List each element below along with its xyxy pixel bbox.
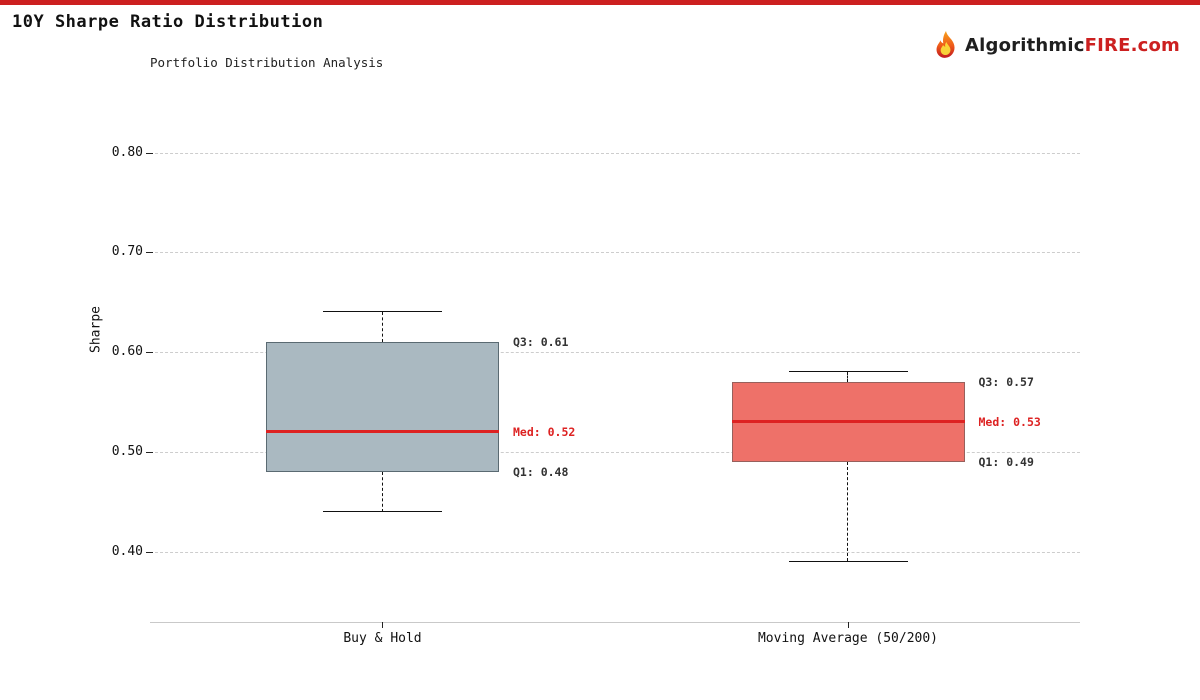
- top-accent-bar: [0, 0, 1200, 5]
- logo-part-dark: Algorithmic: [964, 34, 1085, 56]
- median-line: [731, 420, 965, 424]
- whisker-cap-upper: [323, 311, 442, 313]
- whisker-line-upper: [381, 312, 383, 343]
- logo-part-suffix: .com: [1130, 34, 1180, 56]
- flame-icon: [933, 30, 959, 60]
- gridline: [150, 451, 1080, 453]
- annotation-med: Med: 0.52: [513, 424, 576, 439]
- x-tick-label: Buy & Hold: [343, 631, 422, 646]
- y-tick-mark: [146, 551, 153, 553]
- page-title: 10Y Sharpe Ratio Distribution: [12, 12, 324, 32]
- y-tick-mark: [146, 352, 153, 353]
- median-line: [266, 430, 499, 434]
- whisker-cap-lower: [323, 510, 442, 512]
- y-tick-mark: [146, 152, 153, 154]
- gridline: [150, 551, 1080, 553]
- site-logo[interactable]: AlgorithmicFIRE.com: [933, 30, 1180, 60]
- annotation-q3: Q3: 0.61: [513, 335, 569, 350]
- box: [266, 342, 499, 472]
- gridline: [150, 252, 1080, 254]
- annotation-q3: Q3: 0.57: [978, 374, 1034, 389]
- annotation-q1: Q1: 0.48: [513, 464, 569, 479]
- y-tick-label: 0.40: [111, 543, 143, 559]
- y-tick-label: 0.80: [111, 144, 143, 160]
- x-tick-label: Moving Average (50/200): [757, 631, 938, 646]
- y-tick-label: 0.50: [111, 443, 143, 459]
- y-tick-mark: [146, 252, 153, 254]
- y-tick-label: 0.70: [111, 244, 143, 260]
- gridline: [150, 152, 1080, 154]
- chart-subtitle: Portfolio Distribution Analysis: [150, 55, 384, 70]
- annotation-q1: Q1: 0.49: [978, 454, 1034, 469]
- whisker-line-lower: [381, 471, 383, 512]
- logo-text: AlgorithmicFIRE.com: [965, 35, 1180, 56]
- whisker-cap-upper: [788, 371, 908, 373]
- y-tick-label: 0.60: [111, 344, 143, 359]
- x-tick-mark: [382, 622, 383, 628]
- whisker-cap-lower: [788, 560, 908, 562]
- whisker-line-lower: [847, 461, 849, 562]
- x-axis-line: [150, 622, 1080, 623]
- logo-part-red: FIRE: [1084, 34, 1131, 56]
- annotation-med: Med: 0.53: [978, 414, 1041, 429]
- y-tick-mark: [146, 451, 153, 453]
- x-tick-mark: [847, 622, 849, 628]
- gridline: [150, 352, 1080, 353]
- whisker-line-upper: [847, 371, 849, 382]
